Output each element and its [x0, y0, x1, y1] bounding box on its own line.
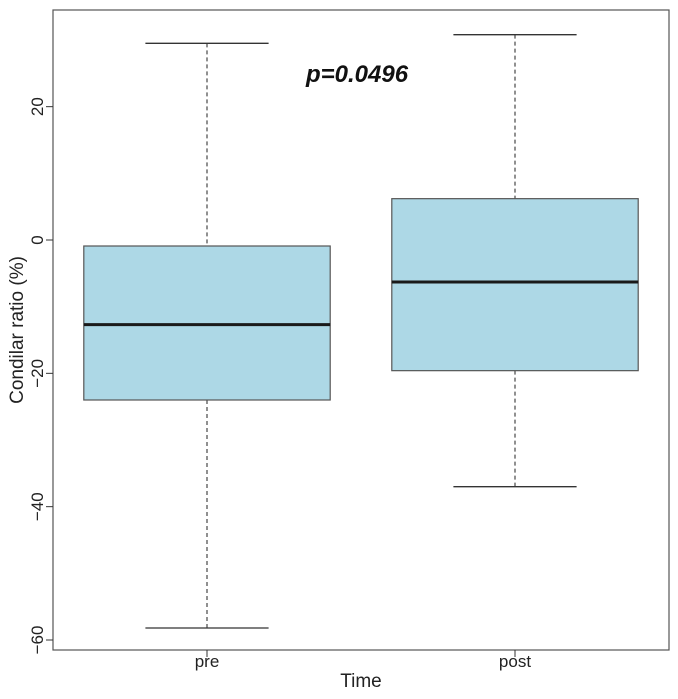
y-tick-label: −40	[28, 492, 47, 521]
x-axis: pre post	[195, 650, 531, 671]
boxes-layer	[83, 34, 639, 629]
y-tick-label: −60	[28, 626, 47, 655]
x-tick-label: post	[499, 652, 531, 671]
plot-frame	[52, 9, 670, 651]
box-post	[391, 198, 639, 372]
y-tick-label: 20	[28, 97, 47, 116]
box-group-post	[391, 34, 639, 488]
x-tick-label: pre	[195, 652, 220, 671]
box-pre	[83, 245, 331, 401]
x-axis-title: Time	[340, 671, 382, 692]
box-group-pre	[83, 42, 331, 629]
y-tick-label: −20	[28, 359, 47, 388]
p-value-annotation: p=0.0496	[305, 61, 409, 88]
y-axis-title: Condilar ratio (%)	[7, 256, 28, 404]
y-tick-label: 0	[28, 235, 47, 244]
y-axis: 20 0 −20 −40 −60	[28, 97, 53, 654]
